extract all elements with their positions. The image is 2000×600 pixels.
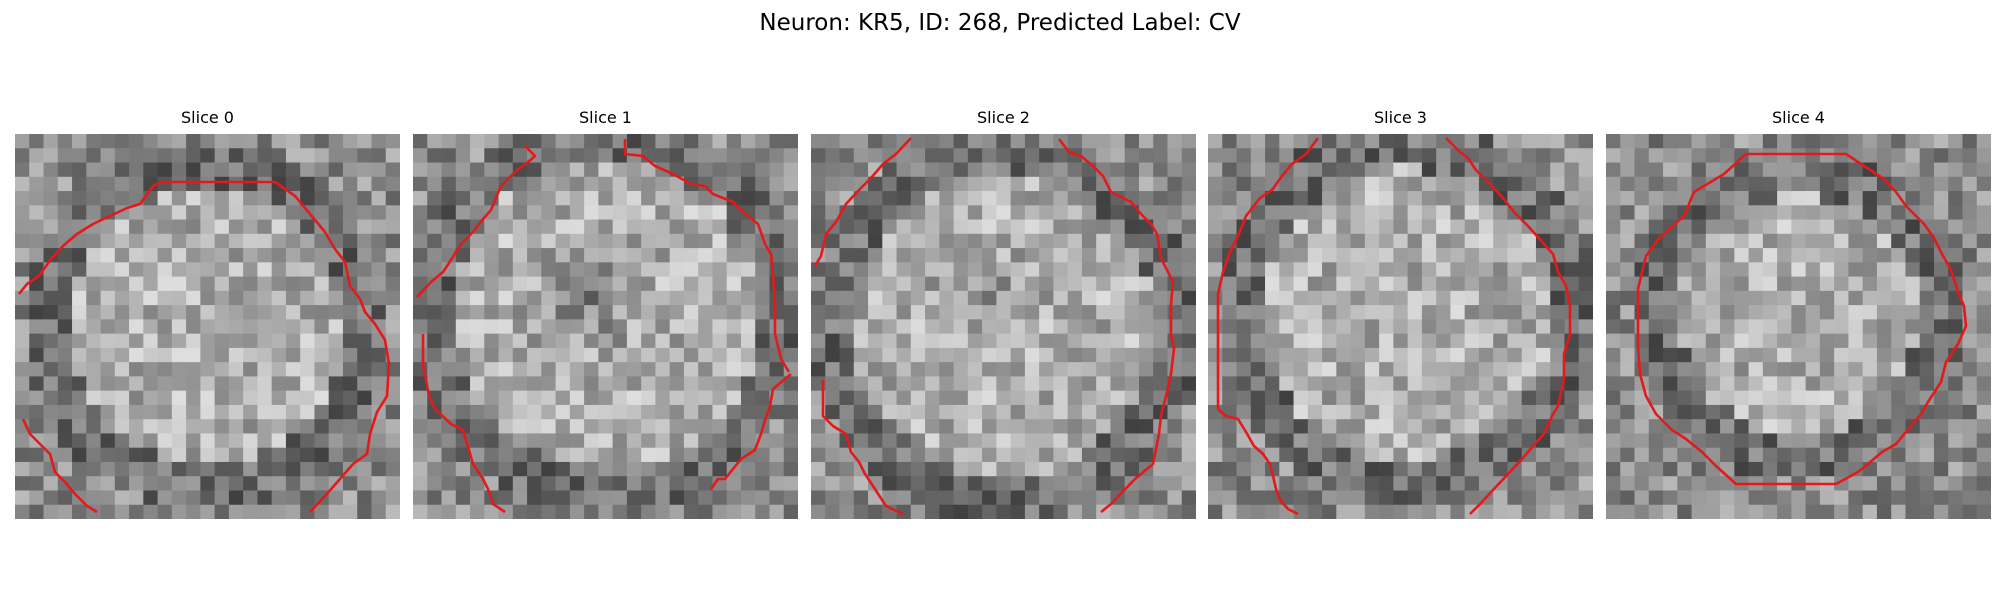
slice-title-4: Slice 4	[1772, 108, 1825, 127]
contour-line-4-0	[1636, 152, 1968, 486]
slice-title-1: Slice 1	[579, 108, 632, 127]
contour-line-0-1	[21, 418, 98, 514]
contour-line-2-0	[813, 137, 912, 267]
slice-image-0	[15, 134, 400, 519]
slice-image-2	[811, 134, 1196, 519]
contour-line-3-0	[1216, 137, 1320, 516]
contour-line-1-0	[416, 145, 537, 298]
contour-line-0-0	[17, 180, 391, 513]
contour-line-1-1	[623, 139, 791, 373]
contour-line-3-1	[1445, 137, 1572, 515]
slice-image-4	[1606, 134, 1991, 519]
slice-title-2: Slice 2	[977, 108, 1030, 127]
contour-line-2-2	[821, 380, 904, 516]
contour-line-1-2	[421, 334, 506, 514]
slice-title-0: Slice 0	[181, 108, 234, 127]
figure-title: Neuron: KR5, ID: 268, Predicted Label: C…	[759, 10, 1241, 36]
contour-line-1-3	[709, 373, 792, 490]
contour-line-2-1	[1057, 138, 1176, 514]
slice-image-3	[1208, 134, 1593, 519]
slice-title-3: Slice 3	[1374, 108, 1427, 127]
slice-image-1	[413, 134, 798, 519]
